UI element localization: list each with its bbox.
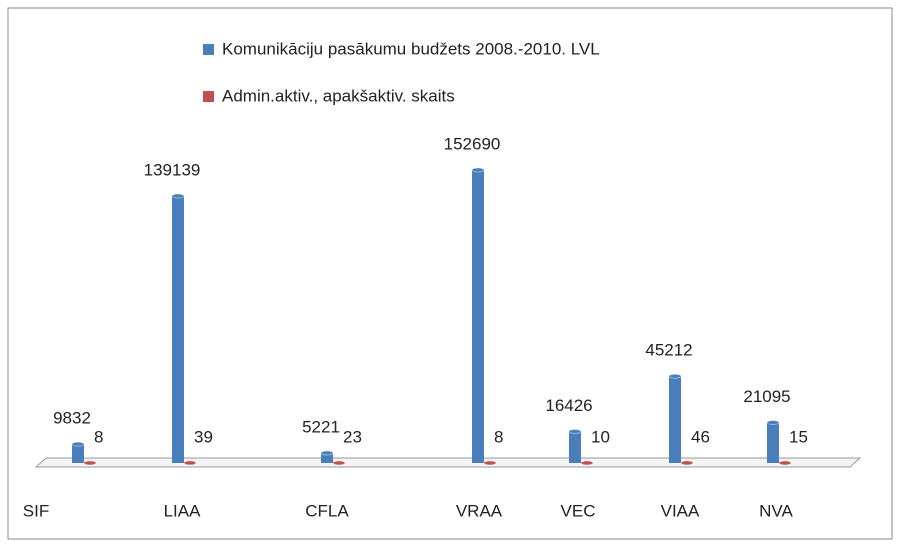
x-tick-label: VIAA	[661, 501, 700, 520]
bar-cap	[668, 373, 682, 379]
bar-cap	[171, 193, 185, 199]
x-tick-label: VEC	[561, 501, 596, 520]
data-label: 5221	[302, 417, 340, 436]
bar	[767, 422, 779, 463]
x-tick-label: VRAA	[456, 501, 503, 520]
data-label: 8	[494, 427, 503, 446]
legend-swatch	[203, 44, 214, 55]
floor	[34, 457, 862, 468]
bar	[321, 452, 333, 463]
chart-frame	[7, 7, 893, 540]
bar-cap	[568, 428, 582, 434]
x-tick-label: NVA	[759, 501, 793, 520]
data-label: 23	[343, 427, 362, 446]
data-label: 139139	[144, 160, 201, 179]
bar-cap	[680, 460, 694, 466]
data-label: 46	[691, 427, 710, 446]
data-label: 15	[789, 427, 808, 446]
bar-cap	[183, 460, 197, 466]
data-label: 10	[591, 427, 610, 446]
x-tick-label: SIF	[23, 501, 49, 520]
bar	[669, 376, 681, 463]
data-label: 9832	[53, 409, 91, 428]
data-label: 39	[194, 427, 213, 446]
legend-label: Admin.aktiv., apakšaktiv. skaits	[222, 86, 455, 105]
data-label: 45212	[645, 341, 692, 360]
bar	[472, 170, 484, 463]
bar	[172, 196, 184, 463]
data-label: 8	[94, 427, 103, 446]
bar	[72, 444, 84, 463]
bar-cap	[332, 460, 346, 466]
bar-cap	[471, 167, 485, 173]
bar-cap	[766, 420, 780, 426]
bar-cap	[483, 460, 497, 466]
x-tick-label: CFLA	[305, 501, 349, 520]
bar-cap	[320, 450, 334, 456]
bar-cap	[83, 460, 97, 466]
legend-label: Komunikāciju pasākumu budžets 2008.-2010…	[222, 39, 600, 58]
bar-cap	[71, 441, 85, 447]
bar	[569, 431, 581, 463]
data-label: 21095	[743, 387, 790, 406]
x-tick-label: LIAA	[164, 501, 202, 520]
data-label: 152690	[444, 134, 501, 153]
data-label: 16426	[545, 396, 592, 415]
legend-swatch	[203, 91, 214, 102]
bar-cap	[778, 460, 792, 466]
bar-cap	[580, 460, 594, 466]
